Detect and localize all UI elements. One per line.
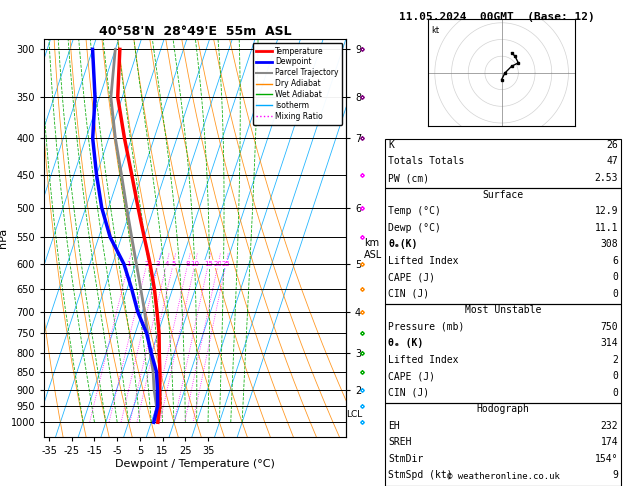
Text: CAPE (J): CAPE (J)	[388, 272, 435, 282]
Text: 232: 232	[601, 421, 618, 431]
Text: 11.1: 11.1	[595, 223, 618, 233]
Text: 0: 0	[613, 289, 618, 299]
Text: © weatheronline.co.uk: © weatheronline.co.uk	[447, 472, 560, 481]
Text: Temp (°C): Temp (°C)	[388, 206, 441, 216]
Text: CIN (J): CIN (J)	[388, 289, 429, 299]
Text: CIN (J): CIN (J)	[388, 388, 429, 398]
Text: 174: 174	[601, 437, 618, 448]
Text: 750: 750	[601, 322, 618, 332]
Text: PW (cm): PW (cm)	[388, 173, 429, 183]
Text: kt: kt	[431, 26, 440, 35]
Text: 12.9: 12.9	[595, 206, 618, 216]
Text: 3: 3	[156, 261, 160, 267]
Text: 8: 8	[186, 261, 190, 267]
Text: StmSpd (kt): StmSpd (kt)	[388, 470, 453, 481]
Text: Lifted Index: Lifted Index	[388, 256, 459, 266]
Y-axis label: hPa: hPa	[0, 228, 8, 248]
Text: 2: 2	[145, 261, 149, 267]
Text: 15: 15	[204, 261, 213, 267]
Text: 314: 314	[601, 338, 618, 348]
Text: 47: 47	[606, 156, 618, 167]
Legend: Temperature, Dewpoint, Parcel Trajectory, Dry Adiabat, Wet Adiabat, Isotherm, Mi: Temperature, Dewpoint, Parcel Trajectory…	[253, 43, 342, 125]
Text: CAPE (J): CAPE (J)	[388, 371, 435, 382]
Text: 11.05.2024  00GMT  (Base: 12): 11.05.2024 00GMT (Base: 12)	[399, 12, 595, 22]
Text: 154°: 154°	[595, 454, 618, 464]
Text: K: K	[388, 140, 394, 150]
X-axis label: Dewpoint / Temperature (°C): Dewpoint / Temperature (°C)	[115, 459, 275, 469]
Text: 5: 5	[171, 261, 175, 267]
Text: θₑ(K): θₑ(K)	[388, 239, 418, 249]
Text: 26: 26	[606, 140, 618, 150]
Text: Hodograph: Hodograph	[477, 404, 530, 415]
Text: 1: 1	[126, 261, 131, 267]
Text: 20: 20	[214, 261, 223, 267]
Text: 308: 308	[601, 239, 618, 249]
Text: 25: 25	[221, 261, 230, 267]
Text: 10: 10	[191, 261, 199, 267]
Text: 4: 4	[164, 261, 169, 267]
Text: 2: 2	[613, 355, 618, 365]
Text: EH: EH	[388, 421, 400, 431]
Text: θₑ (K): θₑ (K)	[388, 338, 423, 348]
Text: Pressure (mb): Pressure (mb)	[388, 322, 464, 332]
Text: StmDir: StmDir	[388, 454, 423, 464]
Text: 2.53: 2.53	[595, 173, 618, 183]
Text: 6: 6	[613, 256, 618, 266]
Text: SREH: SREH	[388, 437, 411, 448]
Text: 0: 0	[613, 272, 618, 282]
Text: 9: 9	[613, 470, 618, 481]
Text: Dewp (°C): Dewp (°C)	[388, 223, 441, 233]
Text: 0: 0	[613, 371, 618, 382]
Text: LCL: LCL	[346, 410, 362, 419]
Text: 0: 0	[613, 388, 618, 398]
Title: 40°58'N  28°49'E  55m  ASL: 40°58'N 28°49'E 55m ASL	[99, 25, 291, 38]
Text: Most Unstable: Most Unstable	[465, 305, 542, 315]
Y-axis label: km
ASL: km ASL	[364, 238, 382, 260]
Text: Lifted Index: Lifted Index	[388, 355, 459, 365]
Text: Surface: Surface	[482, 190, 524, 200]
Text: Totals Totals: Totals Totals	[388, 156, 464, 167]
